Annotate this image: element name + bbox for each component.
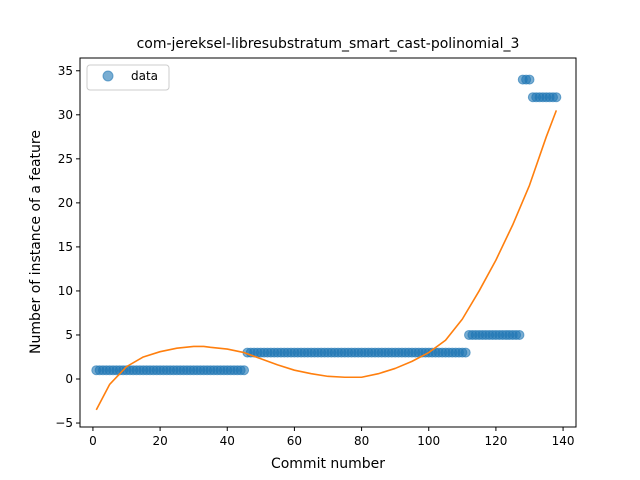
data-point (460, 347, 471, 358)
x-tick-label: 100 (417, 434, 440, 448)
y-tick-label: 0 (65, 372, 73, 386)
x-tick-label: 120 (484, 434, 507, 448)
chart-title: com-jereksel-libresubstratum_smart_cast-… (137, 36, 520, 52)
x-axis-label: Commit number (271, 456, 385, 472)
y-tick-label: 5 (65, 328, 73, 342)
x-tick-label: 140 (552, 434, 575, 448)
x-tick-label: 80 (354, 434, 369, 448)
x-tick-label: 20 (152, 434, 167, 448)
y-tick-label: 35 (58, 64, 73, 78)
y-tick-label: 15 (58, 240, 73, 254)
x-tick-label: 60 (287, 434, 302, 448)
legend-label: data (131, 69, 158, 83)
y-axis-label: Number of instance of a feature (28, 130, 44, 354)
y-tick-label: 20 (58, 196, 73, 210)
x-tick-label: 40 (220, 434, 235, 448)
fit-line (95, 110, 558, 411)
plot-frame (79, 57, 577, 428)
data-point (514, 329, 525, 340)
x-axis: 0 20 40 60 80 100 120 140 (89, 427, 575, 448)
y-tick-label: 30 (58, 108, 73, 122)
data-point (239, 365, 250, 376)
legend-marker (102, 70, 114, 82)
data-point (524, 74, 535, 85)
y-tick-label: 25 (58, 152, 73, 166)
y-tick-label: 10 (58, 284, 73, 298)
y-axis: −5 0 5 10 15 20 25 30 35 (55, 64, 80, 430)
y-tick-label: −5 (55, 416, 73, 430)
data-point (551, 92, 562, 103)
plot-area (91, 74, 562, 411)
x-tick-label: 0 (89, 434, 97, 448)
legend: data (86, 64, 170, 91)
